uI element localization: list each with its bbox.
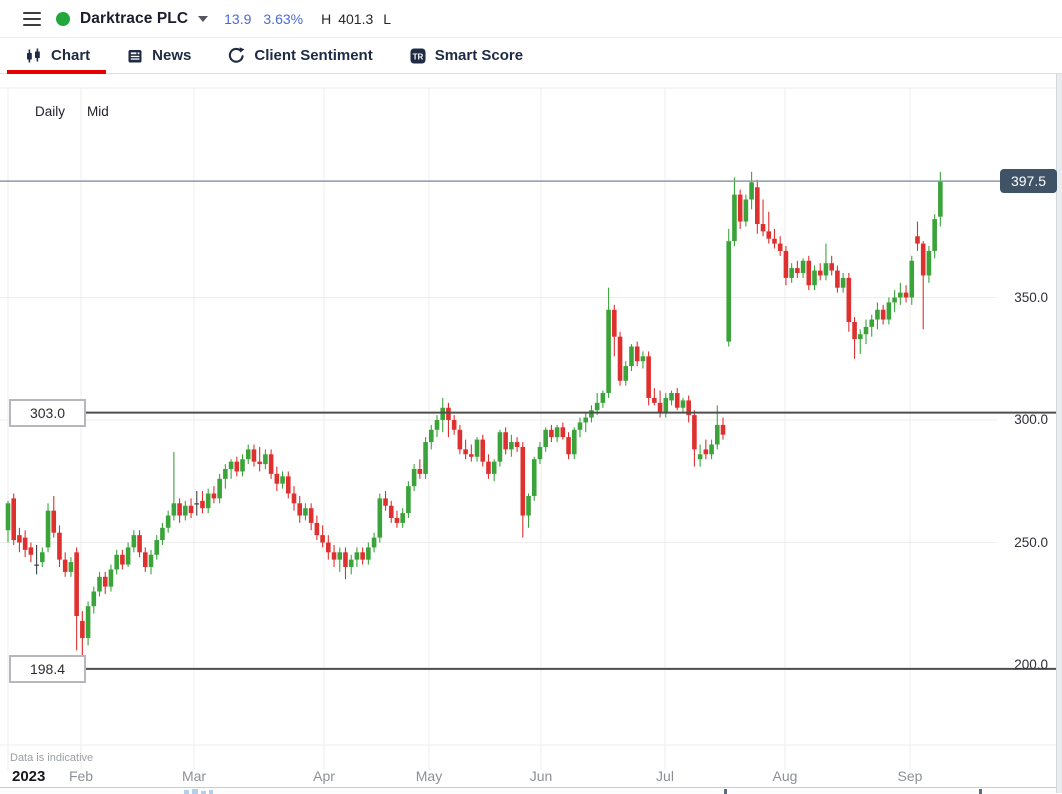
tipranks-tr-icon: TR [409, 47, 427, 65]
high-value: 401.3 [338, 10, 374, 27]
x-axis-label: 2023 [12, 768, 46, 785]
data-indicative-note: Data is indicative [10, 752, 94, 764]
market-open-status-icon [56, 11, 70, 26]
tab-label: Smart Score [434, 47, 524, 64]
current-price-badge: 397.5 [1000, 169, 1057, 194]
price-change: 13.9 [224, 10, 252, 27]
price-change-percent: 3.63% [263, 10, 304, 27]
tab-news[interactable]: News [126, 47, 191, 65]
sentiment-refresh-icon [227, 46, 246, 65]
y-axis-label: 250.0 [1014, 534, 1048, 550]
tab-smart-score[interactable]: TR Smart Score [409, 47, 523, 65]
tab-client-sentiment[interactable]: Client Sentiment [227, 46, 373, 65]
x-axis-label: Jun [529, 768, 553, 784]
x-axis-label: Aug [772, 768, 798, 784]
x-axis-label: Feb [68, 768, 94, 784]
scrollbar-gutter[interactable] [1056, 74, 1062, 793]
x-axis-label: Apr [313, 768, 335, 784]
chart-toolbar: Daily Mid [35, 104, 109, 119]
x-axis-label: May [415, 768, 443, 784]
chart-panel: Daily Mid 303.0 198.4 397.5 Data is indi… [0, 74, 1062, 794]
hamburger-menu-icon[interactable] [23, 11, 41, 26]
svg-text:TR: TR [412, 52, 423, 61]
x-axis-label: Mar [181, 768, 207, 784]
news-icon [126, 47, 144, 65]
tab-bar: Chart News Client Sentiment TR Smart Score [0, 38, 1062, 74]
chart-candles-icon [25, 47, 43, 65]
tab-chart[interactable]: Chart [25, 47, 90, 65]
chevron-down-icon[interactable] [198, 15, 209, 22]
level-label-198: 198.4 [9, 654, 86, 683]
y-axis-label: 300.0 [1014, 412, 1048, 427]
period-selector[interactable]: Daily [35, 104, 66, 119]
tab-label: News [152, 47, 192, 64]
active-tab-underline [7, 70, 106, 74]
low-label: L [383, 10, 392, 27]
high-label: H [321, 10, 332, 27]
tab-label: Chart [51, 47, 91, 64]
y-axis-label: 350.0 [1014, 289, 1048, 305]
tab-label: Client Sentiment [254, 47, 373, 64]
instrument-title[interactable]: Darktrace PLC [80, 9, 189, 27]
level-label-303: 303.0 [9, 398, 86, 427]
price-type-selector[interactable]: Mid [87, 104, 109, 119]
x-axis-label: Jul [656, 768, 674, 784]
top-bar: Darktrace PLC 13.9 3.63% H 401.3 L [0, 0, 1062, 38]
x-axis-label: Sep [897, 768, 923, 784]
candlestick-chart[interactable] [0, 74, 1062, 793]
y-axis-label: 200.0 [1014, 657, 1048, 672]
